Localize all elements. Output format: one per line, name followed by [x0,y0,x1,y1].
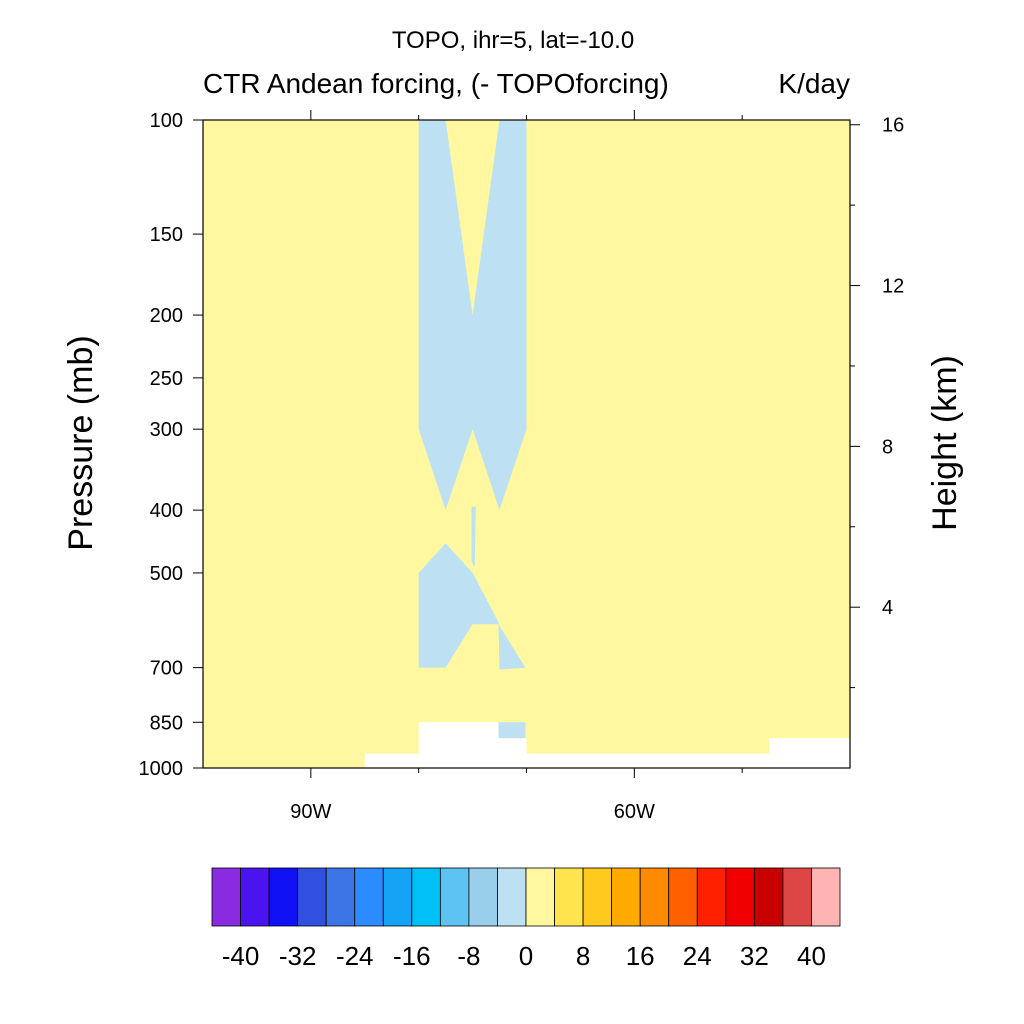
colorbar-cell [211,867,241,927]
y-tick-label: 250 [150,368,183,390]
colorbar-cell [439,867,470,927]
height-tick-label: 12 [882,276,904,298]
x-tick-label: 90W [290,801,331,823]
height-tick-label: 16 [882,115,904,137]
axes: 90W 60W 100 150 200 250 300 400 500 700 850 1000 16 1… [139,110,904,823]
y-axis-label: Pressure (mb) [62,335,100,550]
y-tick-label: 100 [150,110,183,132]
chart-title: TOPO, ihr=5, lat=-10.0 [392,27,634,54]
colorbar-cell [696,867,727,927]
colorbar-tick-label: 16 [626,941,655,971]
colorbar-cell [240,867,270,927]
contour-fill-negative [498,624,526,670]
colorbar-cell [268,867,299,927]
colorbar-cell [668,867,698,927]
height-tick-label: 8 [882,436,893,458]
missing-data-region [769,738,850,768]
colorbar-cell [468,867,498,927]
colorbar-tick-label: 40 [797,941,826,971]
height-tick-label: 4 [882,597,893,619]
y-tick-label: 850 [150,712,183,734]
colorbar-cell [611,867,641,927]
y-tick-label: 150 [150,224,183,246]
colorbar-tick-label: 8 [576,941,590,971]
colorbar-cell [297,867,327,927]
colorbar-cell [753,867,784,927]
chart-subtitle-left: CTR Andean forcing, (- TOPOforcing) [203,68,669,99]
missing-data-region [418,722,527,768]
colorbar-tick-label: 32 [740,941,769,971]
colorbar-cell [382,867,413,927]
missing-data-region [526,753,770,768]
contour-fill-negative [418,120,527,511]
y-tick-label: 1000 [139,758,184,780]
colorbar-cell [554,867,584,927]
colorbar-tick-label: -32 [279,941,317,971]
colorbar-cell [525,867,555,927]
colorbar: -40 -32 -24 -16 -8 0 8 16 24 32 40 [211,867,841,971]
colorbar-cell [582,867,613,927]
y-tick-label: 400 [150,500,183,522]
colorbar-tick-label: -40 [222,941,260,971]
chart-subtitle-right: K/day [778,68,850,99]
colorbar-cell [639,867,670,927]
colorbar-cell [497,867,527,927]
colorbar-cell [782,867,812,927]
colorbar-cell [354,867,384,927]
y-axis-label-right: Height (km) [926,355,964,531]
y-tick-label: 500 [150,563,183,585]
colorbar-cell [725,867,755,927]
y-tick-label: 700 [150,658,183,680]
y-tick-label: 200 [150,305,183,327]
contour-fill-negative [498,722,526,739]
colorbar-tick-label: -8 [457,941,480,971]
contour-fill-negative [418,543,500,668]
colorbar-tick-label: -24 [336,941,374,971]
plot-area [203,120,850,768]
missing-data-region [364,753,419,768]
x-tick-label: 60W [614,801,655,823]
colorbar-cell [811,867,841,927]
contour-fill-negative [471,506,476,568]
y-tick-label: 300 [150,419,183,441]
colorbar-cell [411,867,441,927]
colorbar-tick-label: 0 [519,941,533,971]
colorbar-tick-label: 24 [683,941,712,971]
colorbar-cell [325,867,356,927]
colorbar-tick-label: -16 [393,941,431,971]
